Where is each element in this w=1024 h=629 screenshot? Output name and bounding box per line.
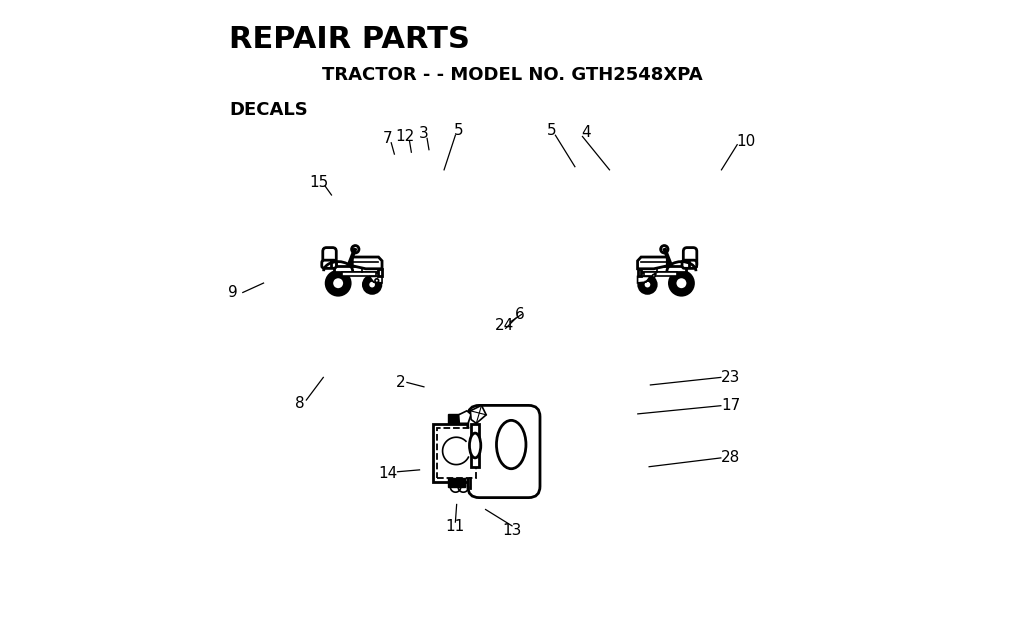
Text: 15: 15	[309, 175, 329, 190]
Polygon shape	[638, 276, 650, 283]
Bar	[433, 424, 481, 482]
Text: 4: 4	[581, 125, 591, 140]
Text: 13: 13	[503, 523, 521, 538]
Text: 10: 10	[736, 134, 756, 149]
Text: TRACTOR - - MODEL NO. GTH2548XPA: TRACTOR - - MODEL NO. GTH2548XPA	[322, 66, 702, 84]
Polygon shape	[370, 276, 382, 283]
Text: DECALS: DECALS	[229, 101, 307, 119]
Text: 12: 12	[395, 129, 415, 144]
Polygon shape	[334, 266, 381, 272]
Circle shape	[368, 281, 377, 289]
Circle shape	[375, 279, 379, 282]
FancyBboxPatch shape	[323, 248, 336, 268]
Circle shape	[675, 277, 688, 289]
FancyBboxPatch shape	[468, 405, 540, 498]
Text: 24: 24	[495, 318, 514, 333]
Polygon shape	[638, 269, 641, 276]
Bar	[436, 428, 476, 477]
Circle shape	[639, 276, 656, 293]
Text: 28: 28	[721, 450, 740, 465]
Text: 3: 3	[419, 126, 429, 142]
Text: 11: 11	[445, 519, 465, 534]
Text: 7: 7	[383, 131, 392, 146]
Text: 23: 23	[721, 370, 740, 385]
Ellipse shape	[497, 420, 526, 469]
Text: 17: 17	[721, 398, 740, 413]
Circle shape	[643, 281, 651, 289]
Bar	[447, 478, 465, 487]
Text: 2: 2	[396, 375, 406, 390]
Text: REPAIR PARTS: REPAIR PARTS	[229, 25, 470, 54]
Text: 5: 5	[454, 123, 463, 138]
Polygon shape	[639, 266, 686, 272]
Circle shape	[364, 276, 381, 293]
Text: 14: 14	[379, 465, 397, 481]
Circle shape	[326, 271, 350, 295]
Circle shape	[332, 277, 344, 289]
Text: 5: 5	[547, 123, 556, 138]
Polygon shape	[459, 411, 471, 423]
Bar	[447, 415, 465, 423]
Polygon shape	[471, 424, 479, 467]
Polygon shape	[470, 405, 486, 423]
Text: 8: 8	[295, 396, 305, 411]
Circle shape	[670, 271, 693, 295]
Text: 6: 6	[515, 307, 525, 322]
Polygon shape	[644, 272, 677, 276]
FancyBboxPatch shape	[322, 260, 337, 269]
Text: 9: 9	[228, 285, 239, 300]
FancyBboxPatch shape	[683, 248, 696, 268]
Polygon shape	[379, 269, 382, 276]
Polygon shape	[352, 257, 382, 269]
Polygon shape	[342, 272, 376, 276]
Circle shape	[652, 274, 655, 277]
Ellipse shape	[469, 433, 481, 458]
Polygon shape	[638, 257, 668, 269]
FancyBboxPatch shape	[682, 260, 696, 269]
